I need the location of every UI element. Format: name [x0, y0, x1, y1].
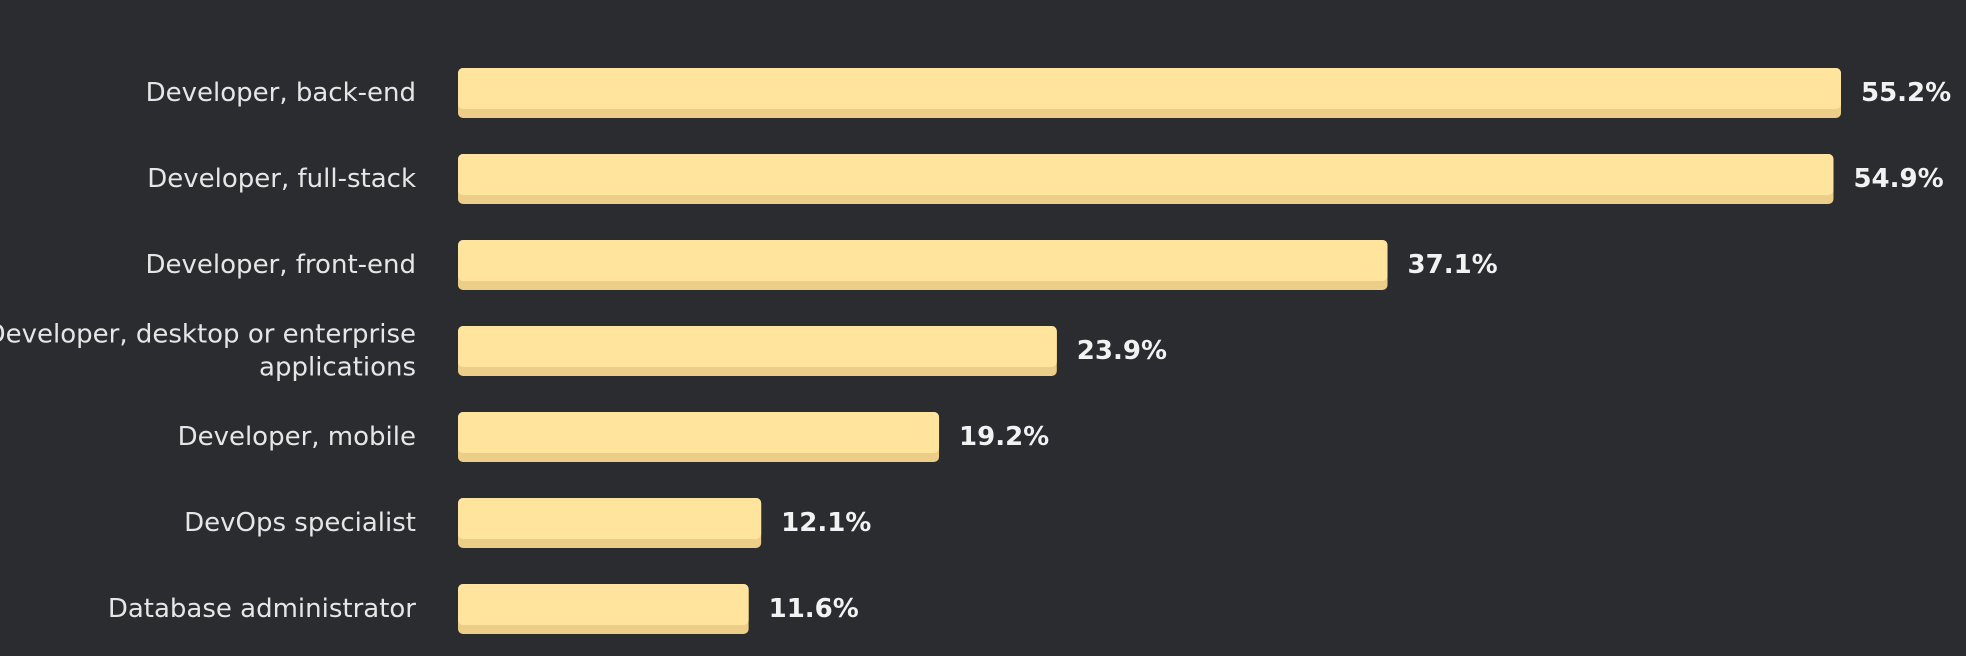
category-label: Developer, back-end: [146, 78, 416, 108]
bar: [458, 240, 1388, 290]
category-label-line: applications: [259, 353, 416, 383]
category-label-line: Developer, mobile: [178, 422, 416, 452]
labels-layer: 55.2% Developer, back-end 54.9% Developer, …: [0, 78, 1951, 624]
bar: [458, 498, 762, 548]
bar: [458, 68, 1841, 118]
category-label-line: DevOps specialist: [184, 508, 416, 538]
bar-face: [458, 68, 1841, 109]
category-label-line: Developer, back-end: [146, 78, 416, 108]
bars-layer: [458, 68, 1841, 634]
value-label: 54.9%: [1853, 164, 1943, 194]
category-label: Database administrator: [108, 594, 416, 624]
value-label: 11.6%: [769, 594, 859, 624]
category-label-line: Developer, full-stack: [147, 164, 416, 194]
bar: [458, 326, 1057, 376]
category-label-line: Database administrator: [108, 594, 416, 624]
bar-face: [458, 240, 1388, 281]
bar-face: [458, 412, 940, 453]
bar-face: [458, 326, 1057, 367]
bar-face: [458, 154, 1834, 195]
category-label: Developer, mobile: [178, 422, 416, 452]
bar-face: [458, 498, 762, 539]
category-label-line: Developer, front-end: [146, 250, 416, 280]
category-label-line: Developer, desktop or enterprise: [0, 320, 416, 350]
bar: [458, 154, 1834, 204]
category-label: Developer, desktop or enterprise applicat…: [0, 320, 416, 383]
category-label: DevOps specialist: [184, 508, 416, 538]
bar: [458, 412, 940, 462]
value-label: 19.2%: [959, 422, 1049, 452]
category-label: Developer, full-stack: [147, 164, 416, 194]
category-label: Developer, front-end: [146, 250, 416, 280]
bar: [458, 584, 749, 634]
bar-face: [458, 584, 749, 625]
value-label: 55.2%: [1861, 78, 1951, 108]
value-label: 37.1%: [1408, 250, 1498, 280]
value-label: 23.9%: [1077, 336, 1167, 366]
value-label: 12.1%: [781, 508, 871, 538]
